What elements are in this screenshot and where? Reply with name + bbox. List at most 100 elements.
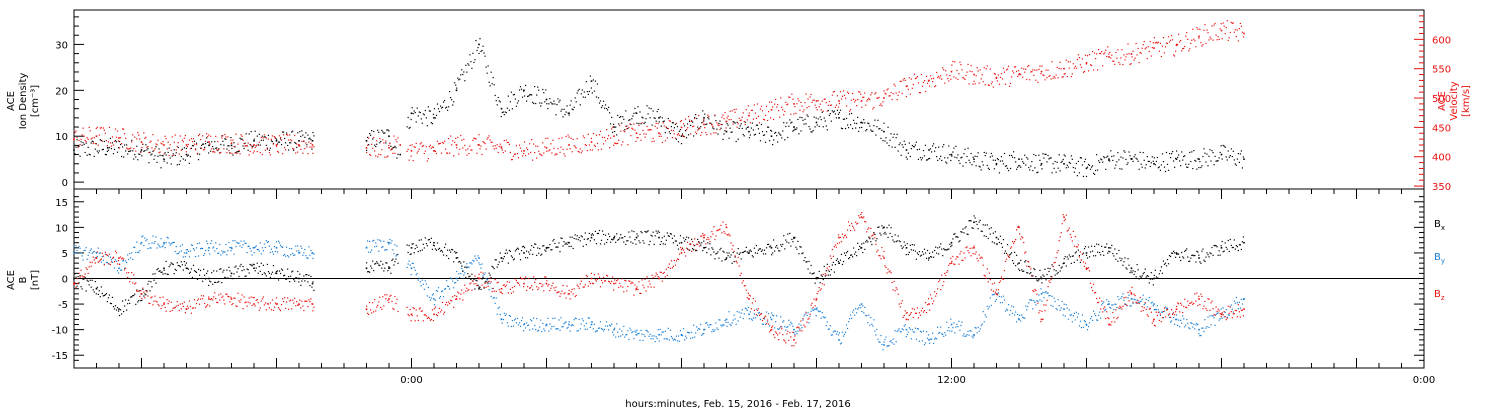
velocity-series-trace-dot — [119, 137, 122, 139]
bfield-bx-series-trace-dot — [695, 250, 697, 252]
density-series-trace-dot — [88, 153, 90, 155]
bfield-by-series-trace-dot — [444, 288, 447, 290]
bfield-by-series-trace-dot — [915, 338, 917, 340]
bfield-bz-series-trace-dot — [116, 263, 119, 265]
velocity-series-trace-dot — [396, 141, 398, 143]
velocity-series-trace-dot — [575, 147, 577, 149]
velocity-series-trace-dot — [178, 153, 180, 155]
bfield-bz-series-trace-dot — [163, 302, 165, 304]
bfield-bx-series-trace-dot — [754, 252, 757, 254]
bfield-bx-series-trace-dot — [1018, 268, 1020, 270]
density-series-trace-dot — [875, 134, 877, 136]
bfield-bx-series-trace-dot — [632, 242, 634, 244]
velocity-series-trace-dot — [216, 149, 218, 151]
bfield-bx-series-trace-dot — [1022, 270, 1024, 273]
velocity-series-trace-dot — [477, 144, 479, 146]
bfield-bx-series-trace-dot — [1109, 251, 1111, 253]
bfield-by-series-trace-dot — [1232, 311, 1234, 313]
bfield-bz-series-trace-dot — [150, 297, 152, 299]
bfield-bx-series-trace-dot — [1065, 265, 1067, 267]
density-series-trace-dot — [77, 145, 79, 147]
bfield-bz-series-trace-dot — [255, 299, 257, 302]
density-series-trace-dot — [580, 93, 582, 95]
bfield-bx-series-trace-dot — [1157, 277, 1159, 279]
bfield-by-series-trace-dot — [414, 269, 416, 271]
velocity-series-trace-dot — [1188, 50, 1190, 52]
bfield-bx-series-trace-dot — [431, 248, 434, 251]
density-series-trace-dot — [205, 143, 207, 145]
density-series-trace-dot — [802, 119, 804, 121]
bfield-bx-series-trace-dot — [89, 279, 91, 281]
velocity-series-trace-dot — [715, 132, 717, 134]
bfield-bx-series-trace-dot — [489, 274, 491, 276]
bfield-bx-series-trace-dot — [930, 256, 933, 258]
velocity-series-trace-dot — [1097, 69, 1099, 71]
bfield-bx-series-trace-dot — [833, 271, 835, 273]
velocity-series-trace-dot — [267, 138, 269, 140]
velocity-series-point — [815, 100, 818, 102]
density-series-trace-dot — [473, 61, 475, 64]
bfield-by-series-trace-dot — [460, 272, 462, 275]
bfield-bx-series-trace-dot — [237, 268, 239, 270]
density-series-trace-dot — [130, 150, 132, 152]
bfield-bx-series-trace-dot — [736, 252, 738, 254]
bfield-by-series-trace-dot — [589, 326, 591, 328]
velocity-series-trace-dot — [226, 152, 228, 154]
bfield-by-series-trace-dot — [107, 255, 110, 257]
bfield-by-series-trace-dot — [1100, 317, 1102, 319]
velocity-series-trace-dot — [472, 139, 474, 141]
bfield-bx-series-trace-dot — [923, 248, 926, 250]
bfield-by-series-trace-dot — [677, 335, 680, 337]
density-series-trace-dot — [249, 143, 251, 146]
density-series-trace-dot — [1221, 158, 1223, 160]
velocity-series-trace-dot — [172, 154, 174, 156]
bfield-bx-series-trace-dot — [1116, 253, 1118, 255]
bfield-by-series-trace-dot — [731, 322, 733, 324]
bfield-bx-series-trace-dot — [858, 248, 860, 251]
velocity-series-point — [658, 132, 660, 135]
density-series-trace-dot — [837, 113, 840, 115]
bfield-bx-series-trace-dot — [984, 224, 986, 226]
bfield-bx-series-trace-dot — [148, 280, 150, 282]
bfield-bz-series-point — [793, 339, 795, 341]
bfield-bz-series-trace-dot — [276, 303, 279, 305]
density-series-trace-dot — [199, 147, 202, 149]
bfield-bx-series-trace-dot — [861, 243, 863, 245]
velocity-series-trace-dot — [519, 147, 522, 149]
bfield-by-series-trace-dot — [745, 308, 747, 310]
density-series-trace-dot — [924, 144, 927, 146]
bfield-bx-series-trace-dot — [238, 275, 240, 278]
velocity-series-trace-dot — [460, 134, 462, 137]
bfield-bx-series-trace-dot — [1101, 245, 1103, 247]
bfield-bx-series-trace-dot — [510, 255, 512, 257]
bfield-by-series-trace-dot — [653, 335, 655, 337]
bfield-bx-series-trace-dot — [978, 221, 980, 223]
bfield-by-series-trace-dot — [119, 269, 122, 271]
velocity-series-trace-dot — [673, 133, 676, 135]
bfield-bx-series-trace-dot — [753, 247, 755, 249]
bfield-bx-series-trace-dot — [778, 250, 780, 252]
bfield-bx-series-trace-dot — [384, 267, 386, 269]
bfield-bx-series-trace-dot — [381, 267, 383, 269]
density-series-trace-dot — [170, 163, 172, 165]
density-series-trace-dot — [99, 139, 101, 141]
bfield-by-series-trace-dot — [755, 308, 758, 310]
bfield-bx-series-trace-dot — [1027, 272, 1029, 274]
bfield-by-series-trace-dot — [1128, 294, 1130, 296]
velocity-series-trace-dot — [527, 149, 529, 151]
velocity-series-trace-dot — [174, 134, 176, 136]
velocity-series-trace-dot — [691, 120, 693, 122]
velocity-series-trace-dot — [106, 144, 109, 147]
velocity-series-trace-dot — [590, 137, 592, 140]
velocity-series-trace-dot — [685, 129, 688, 131]
density-series-trace-dot — [416, 107, 418, 109]
bfield-by-series-trace-dot — [1003, 299, 1006, 301]
velocity-series-trace-dot — [230, 139, 232, 141]
bfield-by-series-trace-dot — [1104, 309, 1106, 312]
velocity-series-trace-dot — [105, 140, 107, 142]
density-series-trace-dot — [776, 135, 778, 137]
velocity-series-trace-dot — [131, 141, 133, 143]
bfield-by-series-trace-dot — [486, 279, 488, 281]
bfield-by-series-trace-dot — [825, 324, 827, 327]
bfield-by-series-trace-dot — [587, 317, 589, 319]
